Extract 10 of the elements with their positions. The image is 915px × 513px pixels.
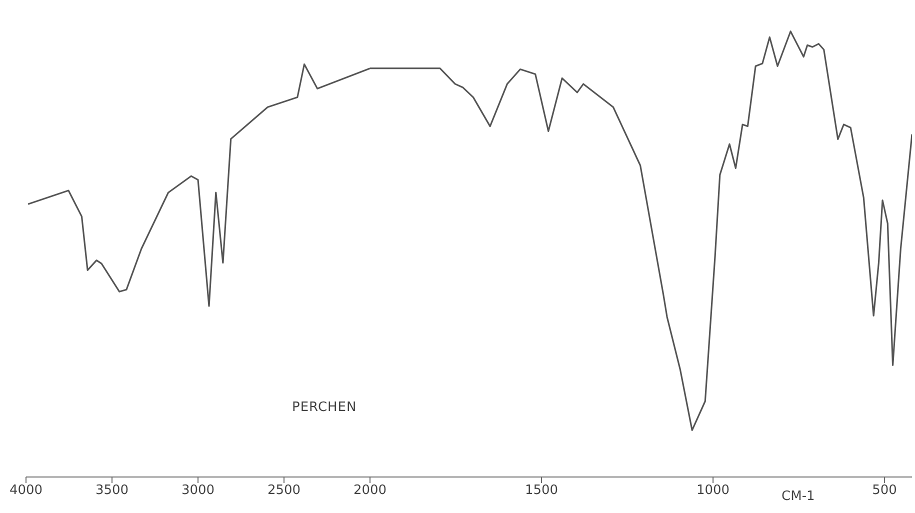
annotation: PERCHEN bbox=[292, 400, 357, 415]
x-axis-title: CM-1 bbox=[782, 489, 815, 504]
x-tick-label: 1500 bbox=[524, 483, 558, 498]
x-tick-label: 500 bbox=[872, 483, 897, 498]
x-tick-label: 2500 bbox=[267, 483, 301, 498]
x-tick-label: 3000 bbox=[181, 483, 215, 498]
x-tick-label: 4000 bbox=[9, 483, 43, 498]
x-tick-label: 3500 bbox=[95, 483, 129, 498]
x-tick-label: 1000 bbox=[696, 483, 730, 498]
x-tick-label: 2000 bbox=[353, 483, 387, 498]
